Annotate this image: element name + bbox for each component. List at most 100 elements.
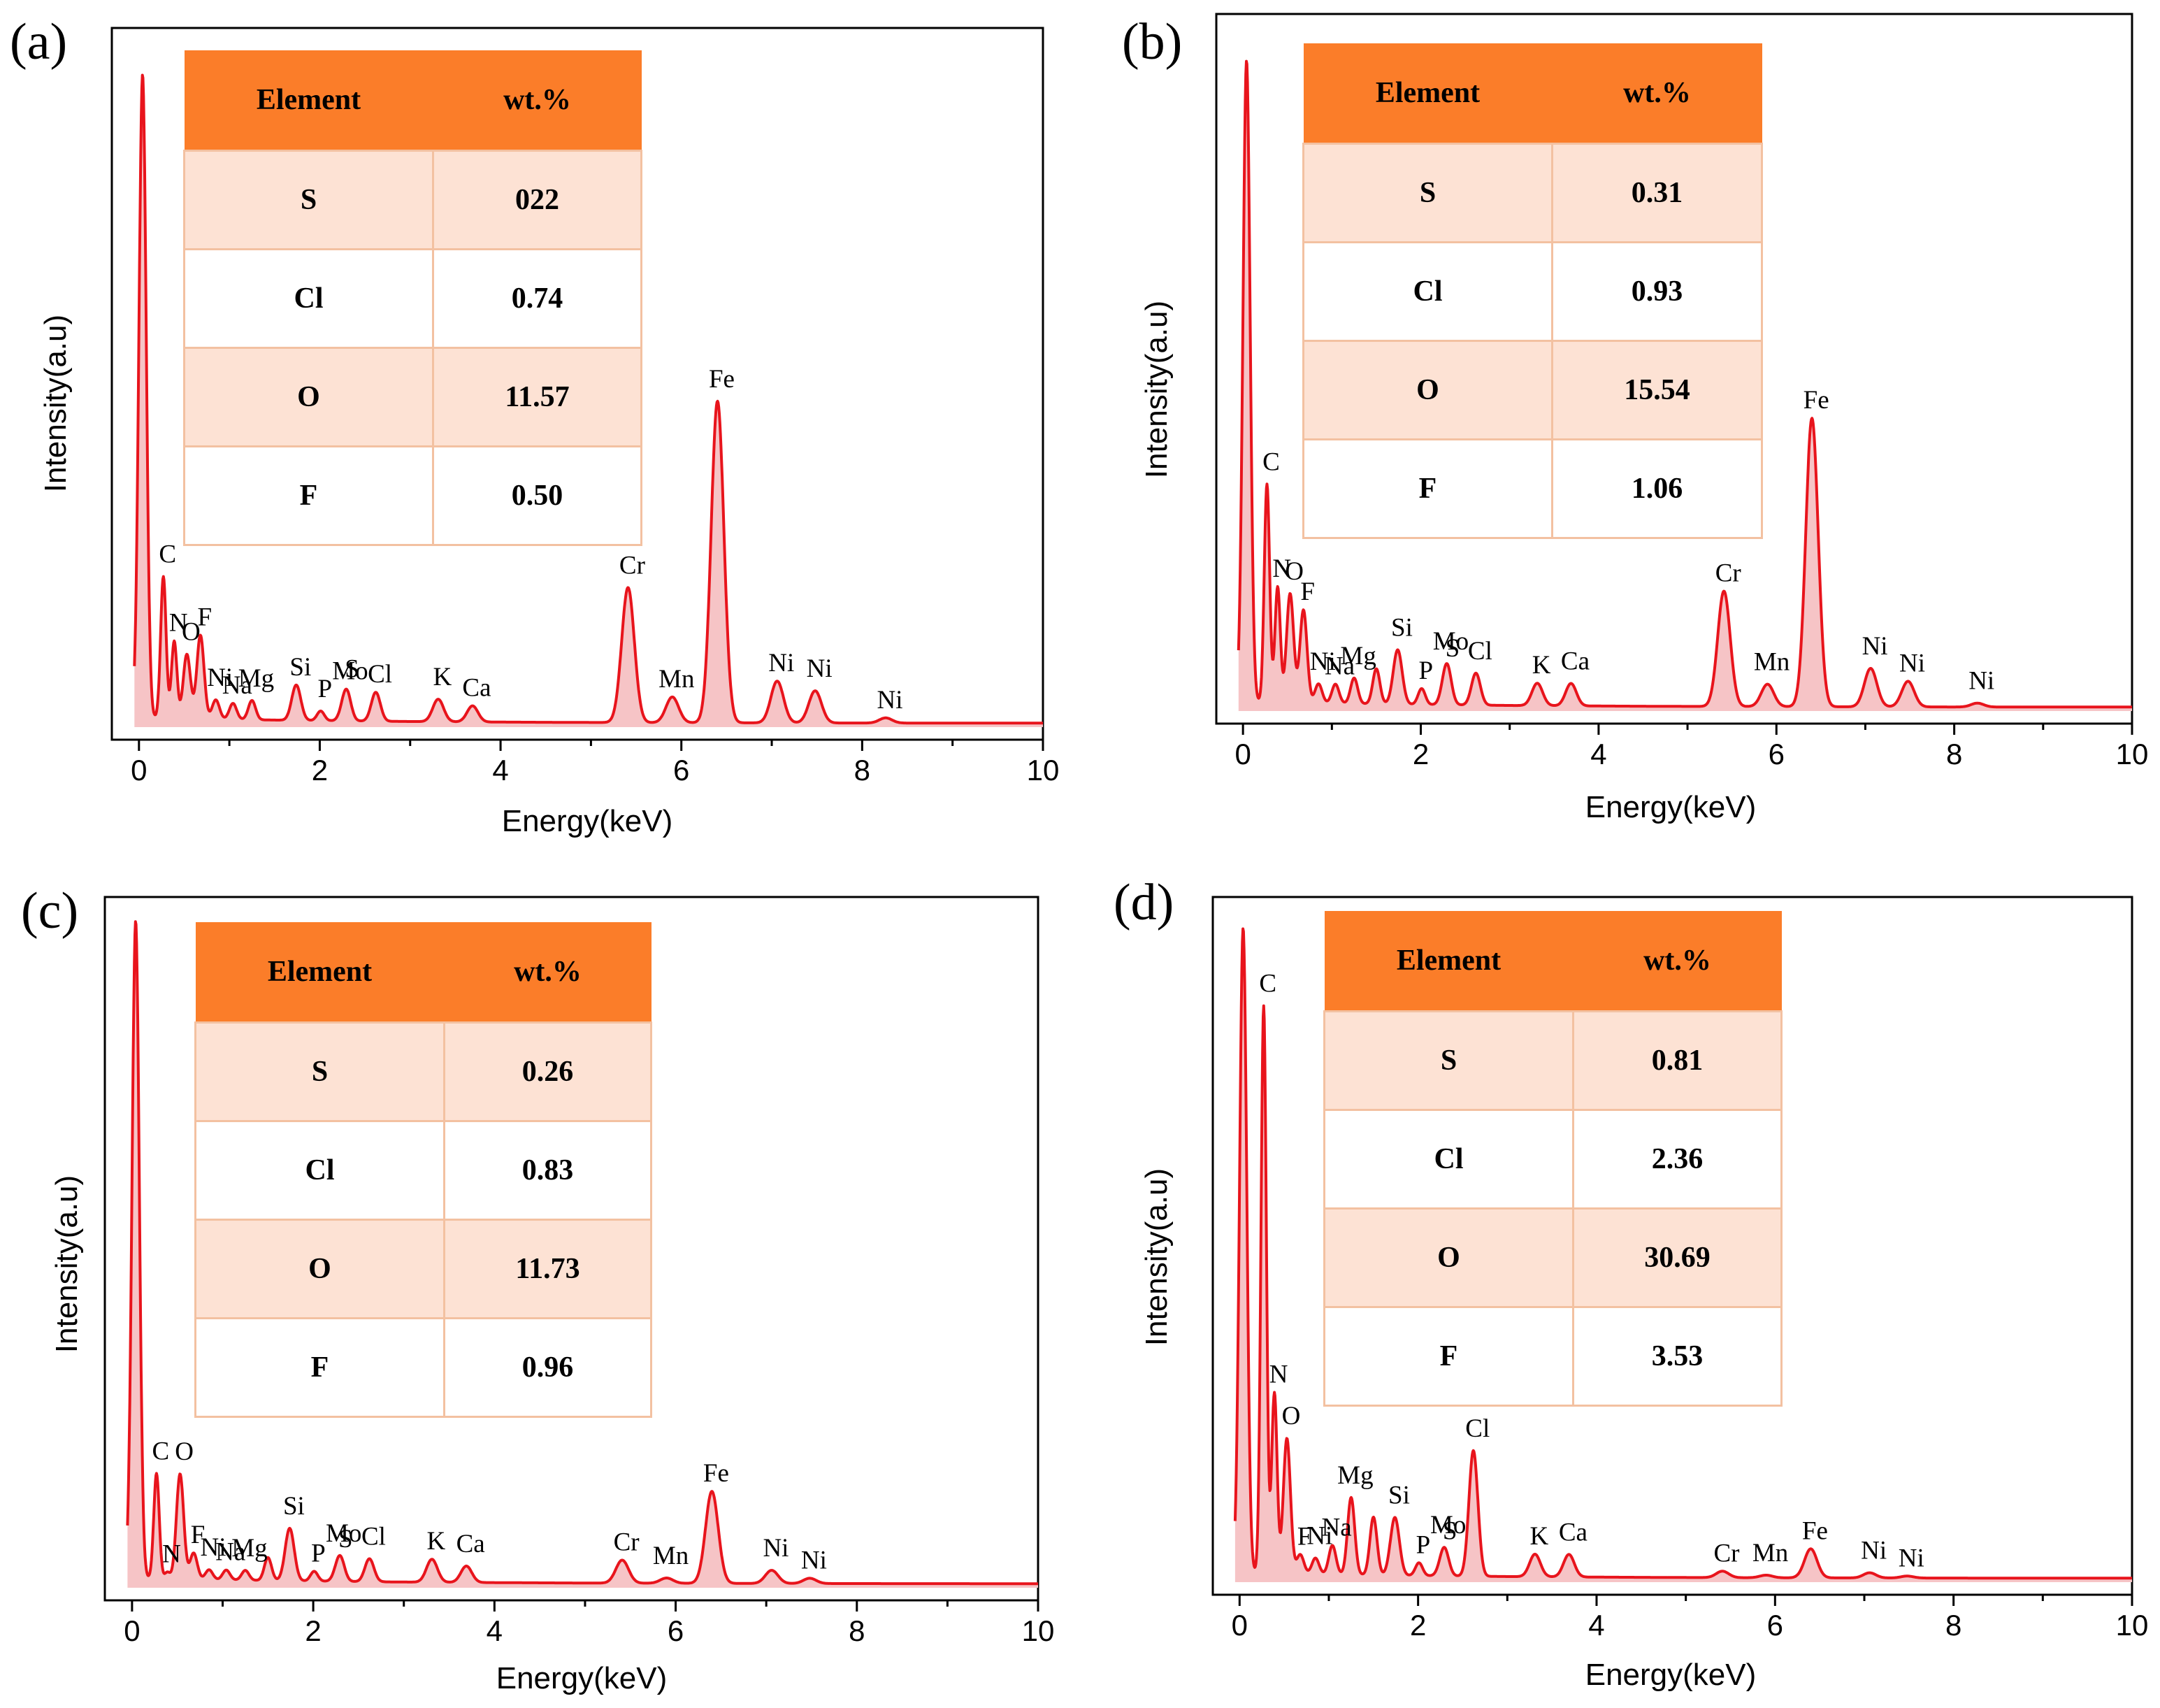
peak-label: Mn (653, 1542, 689, 1570)
x-tick-label: 6 (673, 754, 689, 787)
composition-table: Element wt.% S 0.26 Cl 0.83 O 11.73 F 0.… (194, 922, 652, 1418)
composition-table: Element wt.% S 022 Cl 0.74 O 11.57 F 0.5… (183, 50, 642, 546)
peak-label: Fe (1802, 1516, 1828, 1545)
peak-label: Mo (1433, 627, 1469, 656)
element-cell: S (194, 1021, 445, 1122)
table-header: Element wt.% (1324, 911, 1782, 1012)
table-row: F 0.96 (194, 1317, 652, 1418)
peak-label: Ni (763, 1534, 789, 1563)
table-row: F 3.53 (1323, 1306, 1783, 1407)
panel-label: (a) (10, 13, 68, 71)
value-cell: 2.36 (1572, 1109, 1783, 1210)
peak-label: Cr (619, 551, 645, 580)
value-cell: 0.31 (1551, 143, 1763, 243)
x-tick-label: 8 (849, 1614, 865, 1647)
peak-label: K (433, 663, 452, 691)
peak-label: Fe (1803, 386, 1829, 415)
peak-label: Na (1325, 652, 1355, 681)
x-axis-label: Energy(keV) (1585, 1658, 1757, 1692)
peak-label: K (427, 1527, 446, 1556)
peak-label: Mo (326, 1519, 361, 1548)
peak-label: Fe (709, 365, 735, 394)
peak-label: Mg (1337, 1461, 1373, 1490)
element-cell: O (194, 1219, 445, 1319)
table-row: O 11.57 (183, 347, 642, 447)
panel-b: (b) Intensity(a.u) Energy(keV) 0 2 4 6 8 10 C N… (1080, 0, 2160, 854)
peak-label: S (345, 654, 359, 683)
peak-label: C (152, 1437, 170, 1465)
peak-label: C (1259, 970, 1276, 998)
peak-label: Cl (361, 1523, 386, 1551)
table-header: Element wt.% (184, 50, 642, 151)
panel-c: (c) Intensity(a.u) Energy(keV) 0 2 4 6 8 10 C N… (0, 854, 1080, 1707)
peak-label: Na (215, 1538, 245, 1567)
value-cell: 0.74 (432, 248, 642, 349)
header-wt: wt.% (1552, 43, 1762, 144)
element-cell: O (1302, 340, 1553, 440)
peak-label: Na (1321, 1514, 1351, 1542)
peak-label: Ni (207, 663, 233, 692)
peak-label: Cr (614, 1528, 640, 1557)
x-tick-label: 2 (1410, 1609, 1426, 1642)
peak-label: O (175, 1437, 194, 1466)
peak-label: Si (1391, 613, 1413, 642)
header-element: Element (1303, 43, 1553, 144)
x-tick-label: 4 (1588, 1609, 1604, 1642)
panel-a: (a) Intensity(a.u) Energy(keV) 0 2 4 6 8 10 C N… (0, 0, 1080, 854)
spectrum-line (133, 73, 1044, 725)
peak-label: Mn (1754, 648, 1790, 677)
table-row: O 30.69 (1323, 1207, 1783, 1308)
element-cell: F (194, 1317, 445, 1418)
peak-label: O (1285, 557, 1304, 586)
table-row: F 1.06 (1302, 438, 1763, 539)
value-cell: 0.96 (443, 1317, 652, 1418)
header-wt: wt.% (444, 922, 651, 1023)
x-tick-label: 8 (854, 754, 870, 787)
element-cell: S (1302, 143, 1553, 243)
peak-label: Ca (456, 1530, 485, 1558)
element-cell: F (1302, 438, 1553, 539)
spectrum-line (1237, 59, 2133, 709)
peak-label: P (311, 1540, 326, 1568)
peak-label: P (1419, 656, 1434, 685)
peak-label: Mn (1752, 1539, 1788, 1567)
peak-label: Ni (1861, 1537, 1887, 1565)
x-tick-label: 6 (1767, 1609, 1783, 1642)
element-cell: Cl (183, 248, 434, 349)
peak-label: N (162, 1540, 181, 1568)
table-row: S 0.26 (194, 1021, 652, 1122)
value-cell: 0.50 (432, 445, 642, 546)
x-tick-label: 8 (1945, 1609, 1961, 1642)
x-tick-label: 10 (1027, 754, 1060, 787)
x-tick-label: 4 (1590, 738, 1606, 770)
panel-label: (d) (1114, 874, 1174, 931)
element-cell: Cl (194, 1120, 445, 1221)
value-cell: 0.83 (443, 1120, 652, 1221)
header-element: Element (184, 50, 433, 151)
value-cell: 3.53 (1572, 1306, 1783, 1407)
table-row: Cl 0.74 (183, 248, 642, 349)
x-tick-label: 2 (1413, 738, 1429, 770)
header-wt: wt.% (1573, 911, 1782, 1012)
peak-label: S (1443, 1517, 1457, 1546)
peak-label: Ni (768, 649, 794, 677)
panel-d: (d) Intensity(a.u) Energy(keV) 0 2 4 6 8 10 C N… (1080, 854, 2160, 1707)
table-row: S 0.31 (1302, 143, 1763, 243)
x-tick-label: 8 (1946, 738, 1962, 770)
value-cell: 0.26 (443, 1021, 652, 1122)
peak-label: Si (1388, 1481, 1410, 1509)
value-cell: 0.93 (1551, 241, 1763, 342)
peak-label: N (1272, 554, 1291, 583)
peak-label: Mg (1340, 642, 1376, 670)
table-row: Cl 2.36 (1323, 1109, 1783, 1210)
panel-label: (c) (21, 882, 79, 940)
x-axis-label: Energy(keV) (1585, 790, 1757, 824)
peak-label: Cl (368, 660, 392, 689)
table-header: Element wt.% (1303, 43, 1762, 144)
x-tick-label: 2 (312, 754, 328, 787)
value-cell: 022 (432, 150, 642, 250)
x-tick-label: 10 (2116, 1609, 2149, 1642)
table-row: O 11.73 (194, 1219, 652, 1319)
peak-label: Cr (1715, 559, 1741, 588)
